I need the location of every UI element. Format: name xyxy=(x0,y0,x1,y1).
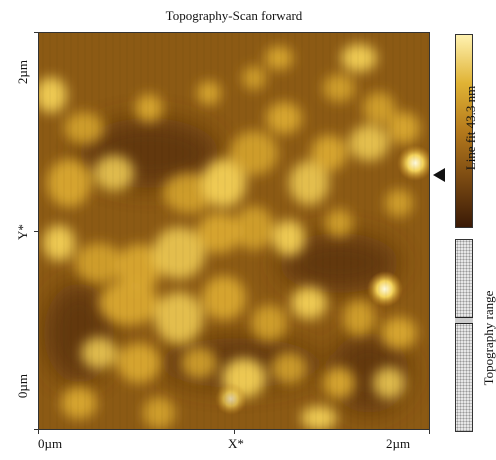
grain xyxy=(301,406,337,429)
y-top-tick-label: 2µm xyxy=(15,59,30,85)
grain xyxy=(323,74,355,102)
y-tick-bottom xyxy=(34,429,38,430)
range-slider-handle[interactable] xyxy=(455,317,473,324)
topography-image-canvas xyxy=(39,33,429,429)
y-tick-mid xyxy=(34,231,38,232)
grain xyxy=(135,94,163,122)
grain xyxy=(341,44,377,72)
y-tick-top xyxy=(34,32,38,33)
grain xyxy=(373,367,405,399)
grain xyxy=(388,112,420,144)
grain xyxy=(202,159,246,207)
x-axis-label: X* xyxy=(228,436,244,451)
grain xyxy=(99,281,159,325)
grain xyxy=(75,243,123,283)
grain xyxy=(242,66,266,90)
grain xyxy=(266,102,302,134)
grain xyxy=(311,135,347,171)
grain xyxy=(202,276,246,320)
grain xyxy=(117,244,161,292)
x-left-tick-label: 0µm xyxy=(38,436,63,451)
x-tick-left xyxy=(38,430,39,434)
grain xyxy=(325,209,353,237)
grain xyxy=(271,352,307,384)
grain xyxy=(234,206,274,250)
grain xyxy=(81,337,117,369)
x-tick-right xyxy=(429,430,430,434)
grain xyxy=(385,189,413,217)
grain xyxy=(61,387,97,419)
grain xyxy=(289,161,329,205)
x-right-tick-label: 2µm xyxy=(386,436,411,451)
grain xyxy=(47,159,91,207)
grain xyxy=(349,125,389,161)
grain xyxy=(94,155,134,191)
topography-image[interactable] xyxy=(38,32,430,430)
color-scale-bar xyxy=(455,34,473,228)
grain xyxy=(181,347,217,379)
grain xyxy=(153,227,205,279)
grain xyxy=(251,305,287,341)
grain xyxy=(265,46,293,70)
grain xyxy=(143,397,175,429)
topography-range-slider[interactable] xyxy=(455,239,473,432)
grain xyxy=(197,81,221,105)
grain xyxy=(273,220,305,256)
grain xyxy=(64,112,104,144)
grain xyxy=(197,213,241,253)
color-marker-arrow-icon[interactable] xyxy=(433,168,445,182)
grain xyxy=(363,92,395,124)
x-tick-mid xyxy=(234,430,235,434)
image-title: Topography-Scan forward xyxy=(165,8,303,23)
grain xyxy=(323,367,355,399)
y-bottom-tick-label: 0µm xyxy=(15,373,30,399)
grain xyxy=(381,317,417,349)
grain xyxy=(230,131,278,175)
topography-range-label: Topography range xyxy=(481,290,496,386)
grain xyxy=(39,77,67,113)
grain xyxy=(343,300,375,336)
grain xyxy=(291,287,327,319)
grain xyxy=(155,292,203,344)
color-scale-label: Line fit 43.3 nm xyxy=(463,85,478,171)
y-axis-label: Y* xyxy=(15,224,30,240)
grain xyxy=(43,225,75,261)
grain xyxy=(117,343,161,383)
